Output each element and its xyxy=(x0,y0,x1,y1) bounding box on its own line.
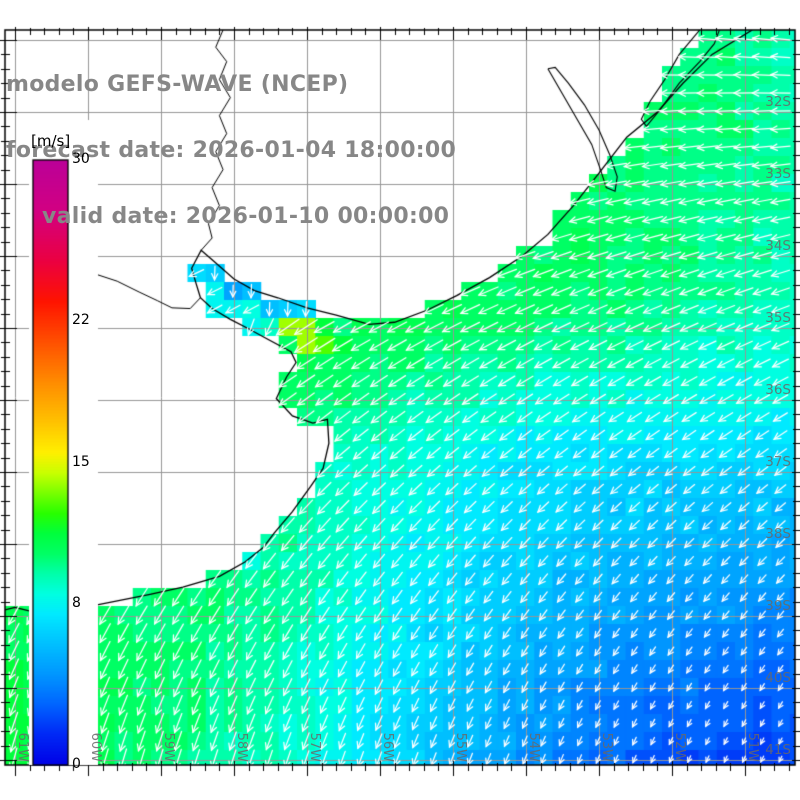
lat-tick-label: 32S xyxy=(765,94,791,110)
map-title-block: modelo GEFS-WAVE (NCEP) forecast date: 2… xyxy=(6,30,456,272)
lat-tick-label: 38S xyxy=(765,526,791,542)
lon-tick-label: 56W xyxy=(380,732,395,762)
lat-tick-label: 40S xyxy=(765,670,791,686)
lon-tick-label: 52W xyxy=(672,732,687,762)
colorbar-tick-label: 0 xyxy=(72,756,81,772)
lon-tick-label: 61W xyxy=(15,732,30,762)
lon-tick-label: 53W xyxy=(599,732,614,762)
colorbar-tick-label: 22 xyxy=(72,312,90,329)
colorbar-tick-label: 30 xyxy=(72,151,90,167)
lat-tick-label: 37S xyxy=(765,454,791,470)
colorbar-unit-label: [m/s] xyxy=(31,132,71,150)
lat-tick-label: 33S xyxy=(765,166,791,182)
lon-tick-label: 57W xyxy=(307,732,322,762)
lon-tick-label: 58W xyxy=(234,732,249,762)
colorbar-tick-label: 15 xyxy=(72,453,90,470)
valid-date-label: valid date: 2026-01-10 00:00:00 xyxy=(42,204,450,229)
lat-tick-label: 41S xyxy=(765,742,791,758)
lon-tick-label: 55W xyxy=(453,732,468,762)
lat-tick-label: 36S xyxy=(765,382,791,398)
lat-tick-label: 34S xyxy=(765,238,791,254)
lat-tick-label: 39S xyxy=(765,598,791,614)
lon-tick-label: 60W xyxy=(88,732,103,762)
lat-tick-label: 35S xyxy=(765,310,791,326)
forecast-date-label: forecast date: 2026-01-04 18:00:00 xyxy=(6,138,457,163)
lon-tick-label: 54W xyxy=(526,732,541,762)
lon-tick-label: 59W xyxy=(161,732,176,762)
colorbar-tick-label: 8 xyxy=(72,594,81,611)
model-title: modelo GEFS-WAVE (NCEP) xyxy=(6,72,349,97)
